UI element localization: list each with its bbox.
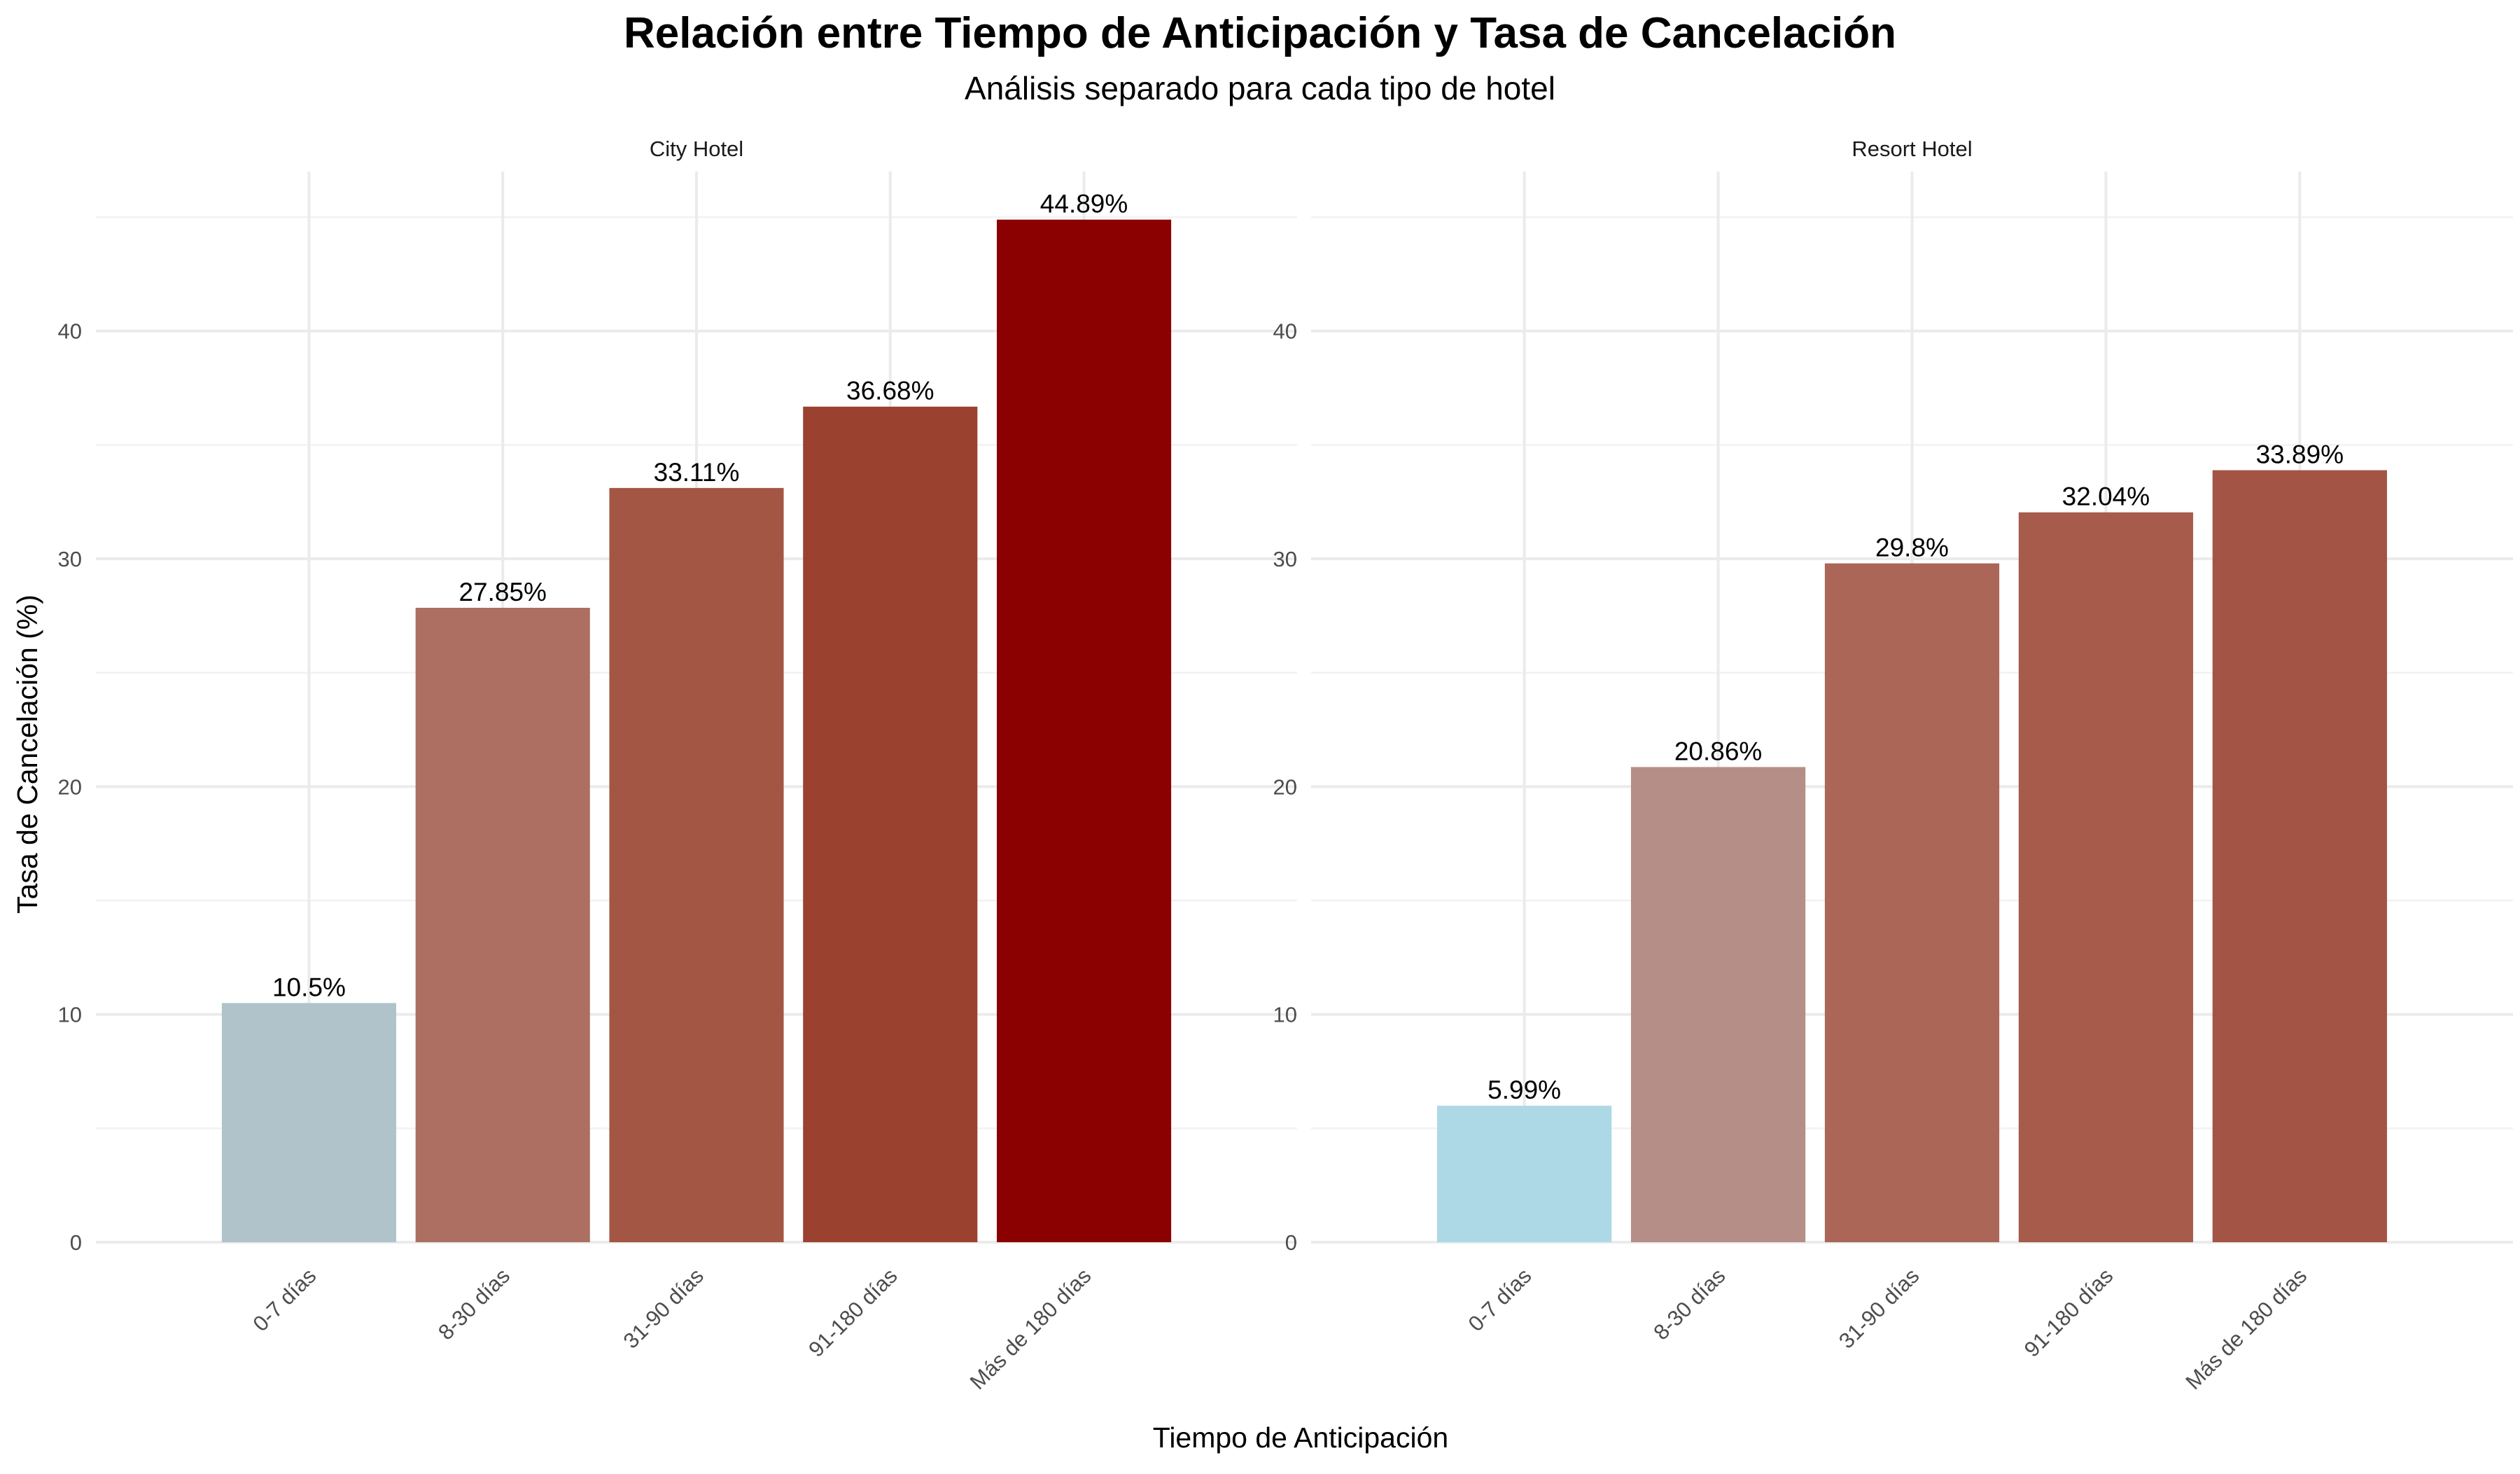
x-tick-label: 8-30 días	[1648, 1263, 1730, 1344]
x-tick-label: 91-180 días	[804, 1263, 902, 1362]
bar-value-label: 29.8%	[1875, 534, 1949, 562]
panels: City Hotel 10.5% 27.85% 33.11% 36.68% 44.89% 0…	[58, 137, 2513, 1394]
bar	[415, 607, 590, 1242]
y-tick-label: 10	[58, 1003, 82, 1027]
bar	[1437, 1106, 1612, 1242]
y-tick-label: 30	[1273, 547, 1297, 571]
y-tick-label: 40	[58, 319, 82, 344]
bar-value-label: 20.86%	[1674, 737, 1763, 765]
bar-value-label: 32.04%	[2062, 482, 2150, 511]
bar	[2212, 470, 2387, 1242]
x-tick-label: 0-7 días	[1464, 1263, 1536, 1336]
x-tick-label: Más de 180 días	[965, 1263, 1096, 1394]
bar-value-label: 33.89%	[2256, 440, 2344, 468]
x-axis-title: Tiempo de Anticipación	[1153, 1421, 1448, 1454]
y-tick-label: 0	[1285, 1230, 1297, 1255]
y-axis-title: Tasa de Cancelación (%)	[11, 595, 43, 914]
bar	[609, 487, 784, 1242]
bar-value-label: 33.11%	[654, 458, 740, 487]
bar	[1630, 767, 1806, 1242]
x-tick-label: 31-90 días	[619, 1263, 708, 1353]
x-tick-label: Más de 180 días	[2181, 1263, 2312, 1394]
x-tick-label: 91-180 días	[2019, 1263, 2118, 1362]
panel-1: City Hotel 10.5% 27.85% 33.11% 36.68% 44.89% 0…	[58, 137, 1297, 1394]
bar-value-label: 5.99%	[1488, 1076, 1561, 1104]
bar-value-label: 36.68%	[846, 377, 934, 405]
y-tick-label: 30	[58, 547, 82, 571]
chart-subtitle: Análisis separado para cada tipo de hote…	[965, 70, 1555, 106]
x-tick-label: 0-7 días	[248, 1263, 321, 1336]
y-tick-label: 0	[70, 1230, 82, 1255]
x-tick-label: 31-90 días	[1834, 1263, 1924, 1353]
y-tick-label: 10	[1273, 1003, 1297, 1027]
x-tick-label: 8-30 días	[433, 1263, 514, 1344]
bar	[997, 219, 1172, 1242]
bar	[2018, 512, 2194, 1242]
panel-2: Resort Hotel 5.99% 20.86% 29.8% 32.04% 33.89%…	[1273, 137, 2513, 1394]
chart-title: Relación entre Tiempo de Anticipación y …	[624, 9, 1896, 57]
y-tick-label: 20	[1273, 774, 1297, 799]
y-tick-label: 20	[58, 774, 82, 799]
bar-value-label: 10.5%	[272, 973, 346, 1001]
bar	[803, 406, 978, 1242]
bar-value-label: 27.85%	[458, 578, 547, 606]
panel-strip-label: Resort Hotel	[1851, 137, 1972, 161]
bar	[1824, 563, 2000, 1242]
bar-value-label: 44.89%	[1040, 190, 1128, 218]
bar	[221, 1003, 396, 1242]
panel-strip-label: City Hotel	[650, 137, 743, 161]
y-tick-label: 40	[1273, 319, 1297, 344]
